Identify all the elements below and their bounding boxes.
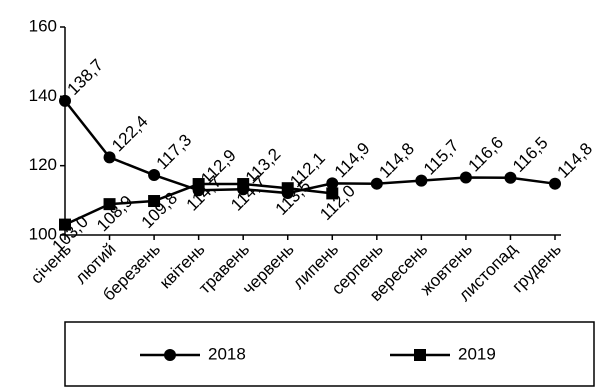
data-label: 122,4 (108, 112, 152, 156)
y-tick-label: 160 (29, 16, 57, 35)
data-point (281, 182, 294, 195)
data-point (549, 177, 561, 190)
data-point (326, 177, 339, 190)
y-tick-label: 120 (29, 155, 57, 174)
data-label: 114,9 (331, 139, 374, 182)
legend-box (64, 321, 595, 387)
data-point (415, 174, 428, 187)
data-point (103, 151, 116, 164)
legend-marker (414, 349, 426, 361)
data-point (59, 218, 71, 231)
data-point (192, 178, 205, 191)
data-point (504, 171, 517, 184)
data-label: 116,5 (509, 133, 552, 176)
series-line (64, 100, 556, 195)
data-label: 116,6 (464, 133, 507, 176)
data-label: 114,8 (375, 139, 418, 182)
data-label: 117,3 (153, 130, 196, 173)
data-point (459, 171, 472, 184)
data-label: 114,8 (554, 139, 597, 182)
data-point (326, 187, 339, 200)
legend-label: 2019 (458, 344, 496, 363)
data-point (237, 178, 250, 191)
y-tick-label: 140 (29, 86, 57, 105)
x-tick-label: грудень (508, 239, 565, 296)
y-tick-label: 100 (29, 224, 57, 243)
data-label: 115,7 (420, 136, 463, 179)
data-label: 138,7 (64, 55, 108, 99)
data-point (103, 198, 116, 211)
data-point (148, 169, 161, 182)
legend-label: 2018 (208, 344, 246, 363)
legend-marker (164, 349, 176, 361)
data-point (59, 94, 71, 107)
data-point (370, 177, 383, 190)
data-point (148, 195, 161, 208)
